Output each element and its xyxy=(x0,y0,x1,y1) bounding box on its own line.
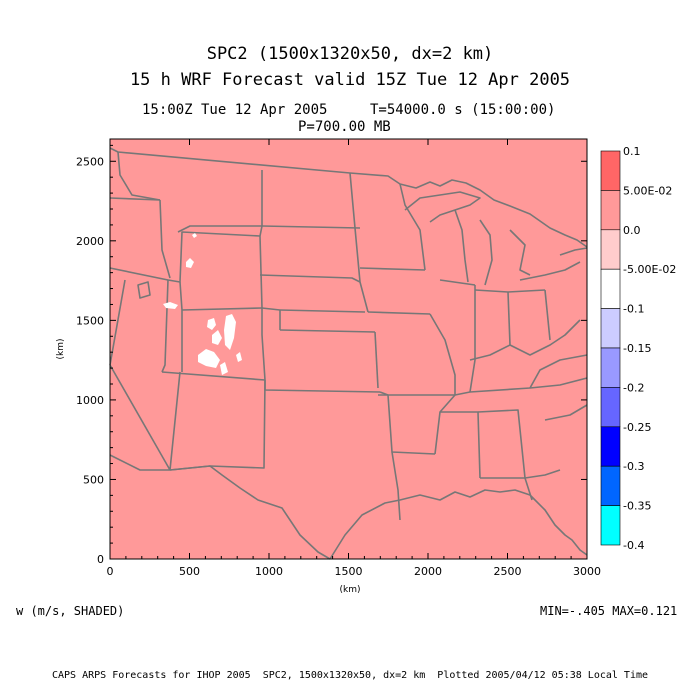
forecast-seconds-label: T=54000.0 s (15:00:00) xyxy=(370,102,556,118)
colorbar-swatch xyxy=(600,387,621,428)
pressure-level-label: P=700.00 MB xyxy=(298,119,391,135)
coastlines xyxy=(137,191,588,560)
near-zero-patches xyxy=(163,233,242,375)
colorbar-swatch xyxy=(600,465,621,506)
colorbar-level-label: 0.1 xyxy=(623,145,641,158)
colorbar-level-label: 0.0 xyxy=(623,224,641,237)
colorbar-level-label: -0.2 xyxy=(623,381,644,394)
x-tick-label: 2500 xyxy=(494,565,522,578)
colorbar-level-label: 5.00E-02 xyxy=(623,184,672,197)
colorbar-level-label: -0.3 xyxy=(623,460,644,473)
x-axis-label: (km) xyxy=(339,585,360,595)
colorbar-level-label: -0.15 xyxy=(623,342,651,355)
x-tick-label: 3000 xyxy=(573,565,601,578)
map-panel: 0 500 1000 1500 2000 2500 3000 0 500 1000 1500 2000… xyxy=(76,138,601,578)
colorbar-swatch xyxy=(600,347,621,388)
colorbar-level-label: -0.35 xyxy=(623,500,651,513)
colorbar-swatch xyxy=(600,229,621,270)
colorbar-swatch xyxy=(600,308,621,349)
colorbar-swatch xyxy=(600,150,621,191)
axis-ticks: 0 500 1000 1500 2000 2500 3000 0 500 1000 1500 2000… xyxy=(76,139,601,578)
x-tick-label: 500 xyxy=(179,565,200,578)
y-tick-label: 2500 xyxy=(76,155,104,168)
y-tick-label: 1500 xyxy=(76,314,104,327)
y-tick-label: 500 xyxy=(83,473,104,486)
colorbar-level-label: -0.25 xyxy=(623,421,651,434)
y-axis-label: (km) xyxy=(56,338,66,359)
x-tick-label: 1000 xyxy=(255,565,283,578)
map-background xyxy=(110,139,587,559)
y-tick-label: 0 xyxy=(97,553,104,566)
y-tick-label: 1000 xyxy=(76,394,104,407)
footer-caption: CAPS ARPS Forecasts for IHOP 2005 SPC2, … xyxy=(51,670,649,681)
x-tick-label: 2000 xyxy=(414,565,442,578)
x-tick-label: 1500 xyxy=(335,565,363,578)
y-tick-label: 2000 xyxy=(76,235,104,248)
min-max-label: MIN=-.405 MAX=0.121 xyxy=(540,604,678,618)
plot-subtitle: 15 h WRF Forecast valid 15Z Tue 12 Apr 2… xyxy=(129,70,571,90)
colorbar: 0.1 5.00E-02 0.0 -5.00E-02 -0.1 -0.15 -0.2 -0.2… xyxy=(600,145,676,552)
valid-time-label: 15:00Z Tue 12 Apr 2005 xyxy=(142,102,328,118)
colorbar-level-label: -0.1 xyxy=(623,303,644,316)
colorbar-level-label: -5.00E-02 xyxy=(623,263,676,276)
plot-title: SPC2 (1500x1320x50, dx=2 km) xyxy=(206,44,494,64)
colorbar-swatch xyxy=(600,190,621,231)
x-tick-label: 0 xyxy=(107,565,114,578)
colorbar-level-label: -0.4 xyxy=(623,539,644,552)
state-boundaries xyxy=(109,147,588,560)
colorbar-swatch xyxy=(600,268,621,309)
colorbar-swatch xyxy=(600,426,621,467)
colorbar-swatch xyxy=(600,505,621,546)
field-label: w (m/s, SHADED) xyxy=(16,604,125,618)
